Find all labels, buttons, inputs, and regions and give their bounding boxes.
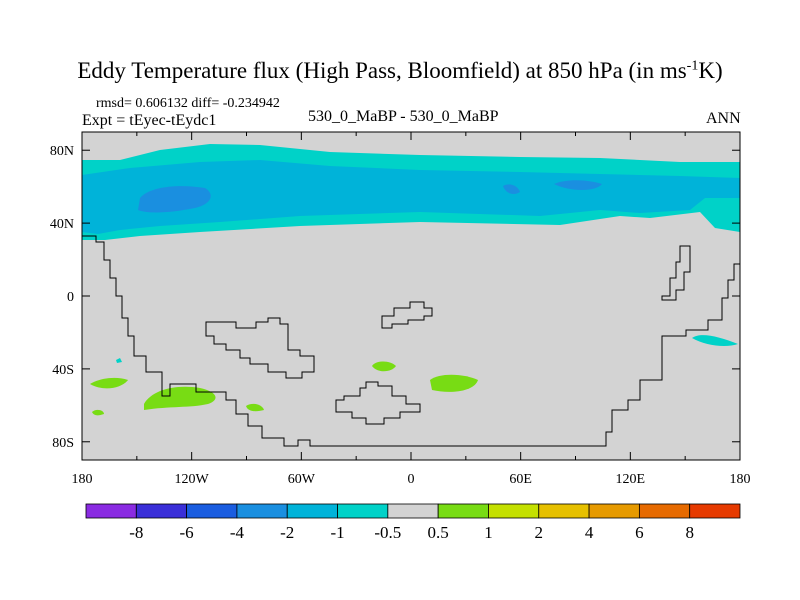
patch-positive-5: [372, 361, 396, 372]
colorbar-swatch: [588, 503, 640, 519]
patch-weak-negative-south: [692, 335, 738, 346]
patch-positive-1: [90, 377, 128, 389]
colorbar-swatch: [488, 503, 540, 519]
colorbar-label: -1: [330, 523, 344, 542]
continent-outlines: [82, 235, 740, 447]
x-tick-label: 180: [730, 472, 751, 487]
colorbar-swatch: [689, 503, 741, 519]
y-tick-label: 80N: [50, 144, 74, 159]
patch-positive-6: [430, 374, 478, 392]
colorbar-swatch: [85, 503, 137, 519]
colorbar-label: -8: [129, 523, 143, 542]
x-tick-label: 60W: [288, 472, 316, 487]
season-label: ANN: [706, 110, 741, 127]
title-superscript: -1: [686, 58, 699, 74]
colorbar-swatch: [437, 503, 489, 519]
core-stronger-negative: [138, 186, 211, 213]
x-tick-label: 0: [408, 472, 415, 487]
band-negative: [82, 160, 740, 234]
patch-stronger-negative-b: [554, 180, 602, 190]
x-tick-label: 60E: [509, 472, 532, 487]
x-tick-label: 180: [72, 472, 93, 487]
x-tick-label: 120E: [616, 472, 646, 487]
y-tick-label: 0: [67, 290, 74, 305]
colorbar-label: -0.5: [374, 523, 401, 542]
center-label: 530_0_MaBP - 530_0_MaBP: [308, 108, 499, 125]
chart-title: Eddy Temperature flux (High Pass, Bloomf…: [0, 58, 800, 84]
x-tick-label: 120W: [175, 472, 210, 487]
colorbar-label: 1: [484, 523, 493, 542]
colorbar-swatch: [538, 503, 590, 519]
colorbar-label: 2: [535, 523, 544, 542]
colorbar-swatch: [135, 503, 188, 519]
colorbar-label: 8: [685, 523, 694, 542]
colorbar-label: -2: [280, 523, 294, 542]
expt-line: Expt = tEyec-tEydc1: [82, 112, 217, 129]
colorbar-label: -6: [180, 523, 194, 542]
colorbar-swatch: [387, 503, 439, 519]
y-axis: 80N 40N 0 40S 80S: [50, 144, 740, 451]
colorbar-label: -4: [230, 523, 245, 542]
patch-stronger-negative-a: [503, 184, 520, 194]
patch-positive-3: [92, 409, 104, 416]
colorbar-swatch: [337, 503, 389, 519]
colorbar-label: 4: [585, 523, 594, 542]
colorbar: -8 -6 -4 -2 -1 -0.5 0.5 1 2 4 6 8: [85, 503, 741, 542]
colorbar-swatch: [638, 503, 691, 519]
colorbar-label: 6: [635, 523, 644, 542]
colorbar-label: 0.5: [428, 523, 449, 542]
colorbar-swatch: [186, 503, 238, 519]
y-tick-label: 80S: [52, 436, 74, 451]
y-tick-label: 40S: [52, 363, 74, 378]
patch-positive-4: [246, 403, 264, 412]
plot-field: [82, 132, 740, 460]
title-main: Eddy Temperature flux (High Pass, Bloomf…: [77, 58, 687, 83]
patch-weak-negative-small: [116, 358, 122, 363]
y-tick-label: 40N: [50, 217, 74, 232]
x-axis: 180 120W 60W 0 60E 120E 180: [72, 132, 751, 487]
stats-line: rmsd= 0.606132 diff= -0.234942: [96, 96, 280, 111]
colorbar-swatch: [286, 503, 338, 519]
colorbar-swatch: [236, 503, 288, 519]
title-end: K): [698, 58, 723, 83]
